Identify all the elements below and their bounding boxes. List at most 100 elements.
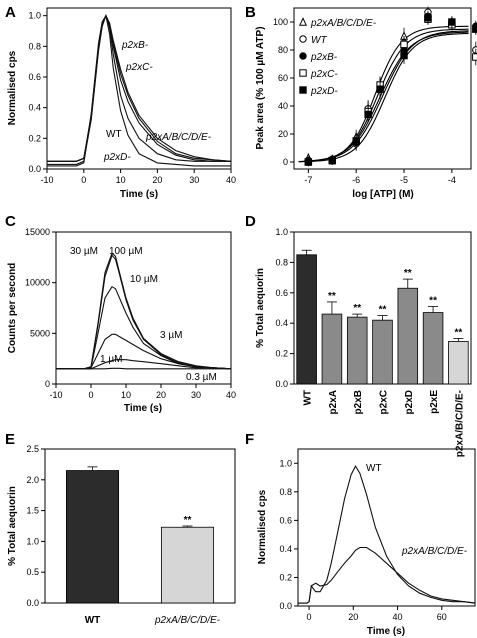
panel-f-ytick-label-5: 1.0 — [279, 458, 292, 468]
panel-d-ytick-label-1: 0.2 — [275, 349, 288, 359]
panel-f: 0 20 40 60 0.0 0.2 0.4 0.6 0.8 1.0 Time (s) Norma… — [257, 448, 476, 637]
panel-b-legend-marker-0 — [299, 17, 307, 26]
panel-f-line-0 — [298, 464, 476, 604]
panel-letter-f: F — [245, 431, 254, 448]
panel-d-sig-4: ** — [404, 268, 412, 279]
panel-c-xtick-label-2: 10 — [121, 390, 131, 400]
panel-d-sig-3: ** — [379, 305, 387, 316]
panel-b-xtick-label-1: -6 — [352, 175, 360, 185]
panel-b-point-4-6 — [424, 14, 432, 22]
panel-f-ytick-label-4: 0.8 — [279, 487, 292, 497]
panel-e-ytick-label-2: 1.0 — [26, 536, 39, 546]
panel-e-ytick-label-1: 0.5 — [26, 567, 39, 577]
panel-a-xtick-label-3: 20 — [152, 175, 162, 185]
panel-b-legend-marker-3 — [299, 69, 307, 77]
panel-d-cat-label-2: p2xB — [353, 390, 364, 414]
panel-c-ytick-label-1: 5000 — [30, 328, 50, 338]
panel-d-ytick-label-2: 0.4 — [275, 318, 288, 328]
panel-a-ylabel: Normalised cps — [7, 50, 18, 125]
panel-e-sig-1: ** — [184, 515, 192, 526]
panel-d-cat-label-6: p2xA/B/C/D/E- — [454, 390, 465, 457]
panel-c-xlabel: Time (s) — [124, 403, 162, 414]
panel-d-ytick-label-5: 1.0 — [275, 227, 288, 237]
panel-b-ylabel: Peak area (% 100 µM ATP) — [255, 26, 266, 149]
panel-f-label-quintuple: p2xA/B/C/D/E- — [401, 546, 468, 557]
panel-c-line-5 — [56, 367, 231, 370]
panel-d: 0.0 0.2 0.4 0.6 0.8 1.0 WT ** p2xA ** p2xB ** p2xC *… — [255, 227, 472, 457]
panel-a-ytick-label-5: 1.0 — [28, 11, 41, 21]
panel-b-xtick-label-3: -4 — [448, 175, 456, 185]
panel-f-ylabel: Normalised cps — [257, 489, 268, 564]
panel-f-xtick-label-3: 60 — [437, 612, 447, 622]
panel-f-ytick-label-2: 0.4 — [279, 544, 292, 554]
panel-b-ytick-label-2: 40 — [278, 101, 288, 111]
panel-f-ytick-label-3: 0.6 — [279, 515, 292, 525]
panel-c-line-4 — [56, 359, 232, 370]
panel-f-frame — [297, 448, 476, 607]
panel-b-point-4-3 — [364, 110, 372, 119]
panel-f-label-wt: WT — [366, 463, 382, 474]
panel-b-fit-3 — [298, 30, 469, 163]
panel-d-cat-label-4: p2xD — [404, 390, 415, 414]
panel-f-ytick-label-0: 0.0 — [279, 601, 292, 611]
panel-c-xtick-label-4: 30 — [191, 390, 201, 400]
panel-b-point-4-0 — [304, 158, 313, 166]
panel-b-legend-label-3: p2xC- — [310, 69, 338, 80]
panel-d-ylabel: % Total aequorin — [255, 268, 266, 348]
panel-d-ytick-label-0: 0.0 — [275, 379, 288, 389]
panel-b-legend-label-2: p2xB- — [310, 52, 338, 63]
panel-b-ytick-label-3: 60 — [278, 73, 288, 83]
panel-d-sig-1: ** — [328, 291, 336, 302]
panel-b-point-4-1 — [328, 156, 336, 165]
panel-b-xlabel: log [ATP] (M) — [352, 189, 413, 200]
panel-a-label-p2xd: p2xD- — [103, 152, 131, 163]
panel-f-ytick-label-1: 0.2 — [279, 572, 292, 582]
panel-b-fit-4 — [298, 32, 469, 163]
panel-b-point-1-8 — [472, 46, 477, 54]
panel-a-frame — [46, 7, 232, 170]
panel-c-label-30um: 30 µM — [70, 246, 98, 257]
panel-b-point-4-5 — [400, 51, 408, 60]
panel-e-ytick-label-0: 0.0 — [26, 598, 39, 608]
panel-a-ytick-label-1: 0.2 — [28, 133, 41, 143]
panel-b-point-4-7 — [448, 18, 456, 26]
panel-b-frame — [293, 7, 472, 170]
panel-letter-d: D — [245, 213, 256, 230]
panel-c-ytick-label-0: 0 — [45, 379, 50, 389]
panel-b-legend-label-4: p2xD- — [310, 86, 338, 97]
panel-c-label-10um: 10 µM — [130, 274, 158, 285]
panel-b-legend-marker-1 — [299, 35, 307, 43]
panel-e-bar-1 — [160, 526, 215, 604]
panel-a-ytick-label-4: 0.8 — [28, 41, 41, 51]
panel-a-xtick-label-4: 30 — [189, 175, 199, 185]
panel-b-ytick-label-0: 0 — [283, 157, 288, 167]
panel-f-line-1 — [298, 546, 476, 604]
panel-letter-e: E — [5, 431, 15, 448]
panel-c-line-3 — [56, 333, 232, 370]
panel-e-cat-label-1: p2xA/B/C/D/E- — [154, 615, 221, 626]
panel-b: -7 -6 -5 -4 0 20 40 60 80 100 p2xA/B/C/D/E- WT p2xB… — [255, 6, 477, 200]
panel-d-sig-5: ** — [429, 295, 437, 306]
panel-b-point-3-8 — [472, 53, 477, 61]
panel-b-ytick-label-5: 100 — [273, 17, 288, 27]
panel-f-xtick-label-1: 20 — [348, 612, 358, 622]
panel-b-point-4-2 — [352, 137, 360, 145]
panel-f-xtick-label-2: 40 — [393, 612, 403, 622]
panel-b-point-3-5 — [400, 40, 408, 49]
panel-a: -10 0 10 20 30 400.00.20.40.60.81.0 Time (s) … — [7, 7, 236, 200]
panel-a-xtick-label-0: -10 — [40, 175, 53, 185]
panel-c-xtick-label-3: 20 — [156, 390, 166, 400]
panel-a-label-wt: WT — [106, 129, 122, 140]
panel-b-point-4-8 — [472, 25, 477, 33]
panel-e-ytick-label-4: 2.0 — [26, 475, 39, 485]
panel-b-legend-marker-4 — [299, 86, 307, 94]
panel-e-ytick-label-5: 2.5 — [26, 444, 39, 454]
panel-a-label-p2xb: p2xB- — [121, 40, 149, 51]
panel-a-ytick-label-2: 0.4 — [28, 103, 41, 113]
panel-d-bar-0 — [296, 254, 317, 385]
panel-a-line-4 — [47, 14, 231, 167]
panel-e-ytick-label-3: 1.5 — [26, 506, 39, 516]
panel-c-label-03um: 0.3 µM — [186, 372, 217, 383]
panel-d-bar-5 — [422, 312, 444, 385]
panel-a-xlabel: Time (s) — [120, 189, 158, 200]
